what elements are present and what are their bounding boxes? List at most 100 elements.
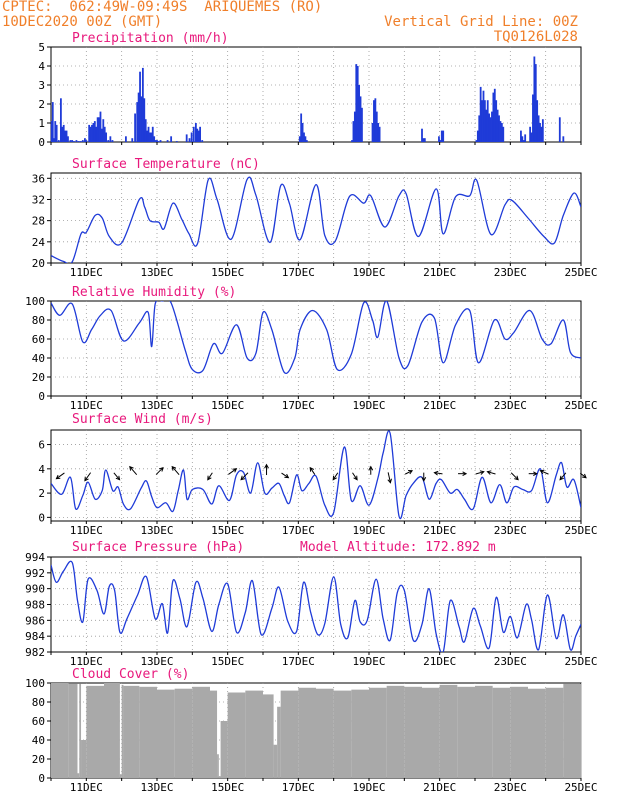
x-tick-label: 15DEC — [211, 524, 244, 537]
precip-bar — [96, 117, 99, 142]
precip-bar — [109, 136, 112, 142]
series-line — [51, 176, 581, 263]
cloud-bar — [386, 685, 405, 778]
x-tick-label: 11DEC — [70, 266, 103, 279]
wind-arrow-head — [309, 466, 315, 472]
precip-bar — [540, 126, 543, 142]
cloud-bar — [277, 706, 281, 778]
x-tick-label: 21DEC — [423, 655, 456, 668]
x-tick-label: 23DEC — [494, 655, 527, 668]
x-tick-label: 23DEC — [494, 266, 527, 279]
wind-arrow — [155, 467, 164, 475]
wind-arrow — [559, 472, 567, 481]
precip-bar — [153, 136, 156, 142]
grid-note: Vertical Grid Line: 00Z — [384, 14, 578, 30]
y-tick-label: 5 — [38, 41, 45, 54]
precip-bar — [59, 98, 62, 142]
cloud-bar — [81, 740, 87, 778]
precip-bar — [136, 102, 139, 142]
panel-title: Precipitation (mm/h) — [72, 31, 229, 46]
precip-bar — [103, 126, 106, 142]
x-tick-label: 15DEC — [211, 655, 244, 668]
panel-4 — [47, 429, 587, 524]
y-tick-label: 986 — [25, 614, 45, 627]
run-datetime: 10DEC2020 00Z (GMT) — [2, 14, 163, 30]
panel-frame — [50, 429, 582, 522]
precip-bar — [201, 140, 204, 142]
precip-bar — [185, 134, 188, 142]
precip-bar — [491, 111, 493, 142]
cloud-bar — [492, 687, 511, 778]
precip-bar — [502, 126, 505, 142]
precip-bar — [377, 123, 380, 142]
wind-arrow-head — [55, 474, 61, 480]
cloud-bar — [475, 685, 493, 778]
precip-bar — [485, 109, 488, 142]
precip-bar — [134, 113, 136, 142]
precip-bar — [71, 140, 74, 142]
wind-arrow — [404, 470, 413, 475]
panel-title: Relative Humidity (%) — [72, 285, 236, 300]
precip-bar — [478, 115, 481, 142]
x-tick-label: 19DEC — [352, 781, 385, 794]
precip-bar — [92, 123, 95, 142]
wind-arrow — [387, 472, 391, 483]
cloud-bar — [227, 692, 246, 778]
y-tick-label: 1 — [38, 117, 45, 130]
wind-arrow — [332, 472, 339, 480]
x-tick-label: 15DEC — [211, 399, 244, 412]
precip-bar — [150, 132, 153, 142]
wind-arrow-head — [171, 465, 177, 471]
cloud-bar — [351, 689, 369, 778]
wind-arrow — [510, 472, 519, 481]
wind-arrow-head — [353, 475, 358, 481]
precip-bar — [156, 140, 158, 142]
wind-arrow-head — [159, 466, 164, 472]
x-tick-label: 11DEC — [70, 524, 103, 537]
precip-bar — [77, 141, 80, 142]
wind-arrow — [309, 467, 316, 475]
cloud-bar — [563, 683, 581, 778]
precip-bar — [498, 115, 500, 142]
cloud-bar — [192, 686, 210, 778]
precip-bar — [373, 100, 375, 142]
precip-bar — [146, 130, 149, 142]
header: CPTEC: 062:49W-09:49S ARIQUEMES (RO) 10D… — [0, 0, 618, 45]
precip-bar — [351, 140, 353, 142]
series-line — [51, 560, 581, 652]
precip-bar — [54, 121, 57, 142]
cloud-bar — [139, 686, 157, 778]
y-tick-label: 100 — [25, 295, 45, 308]
precip-bar — [524, 134, 527, 142]
precip-bar — [50, 121, 53, 142]
precip-bar — [51, 102, 54, 142]
x-tick-label: 17DEC — [282, 655, 315, 668]
panel-title: Surface Pressure (hPa) — [72, 540, 244, 555]
precip-bar — [356, 66, 359, 142]
wind-arrow-head — [533, 471, 538, 477]
precip-bar — [476, 130, 479, 142]
wind-arrow-head — [582, 473, 587, 479]
precip-bar — [374, 98, 377, 142]
precip-bar — [483, 100, 486, 142]
y-tick-label: 984 — [25, 630, 45, 643]
panel-frame — [50, 300, 582, 397]
precip-bar — [88, 124, 91, 142]
wind-arrow-head — [559, 475, 564, 481]
precip-bar — [93, 121, 96, 142]
cloud-bar — [510, 686, 528, 778]
wind-arrow — [540, 470, 549, 475]
precip-bar — [353, 111, 356, 142]
precip-bar — [139, 71, 141, 142]
wind-arrow-head — [332, 475, 337, 481]
x-tick-label: 19DEC — [352, 266, 385, 279]
precip-bar — [422, 138, 425, 142]
precip-bar — [73, 141, 75, 142]
precip-bar — [375, 111, 378, 142]
precip-bar — [143, 98, 146, 142]
wind-arrow-head — [264, 463, 269, 469]
precip-bar — [79, 141, 82, 142]
y-tick-label: 0 — [38, 511, 45, 524]
x-tick-label: 19DEC — [352, 655, 385, 668]
